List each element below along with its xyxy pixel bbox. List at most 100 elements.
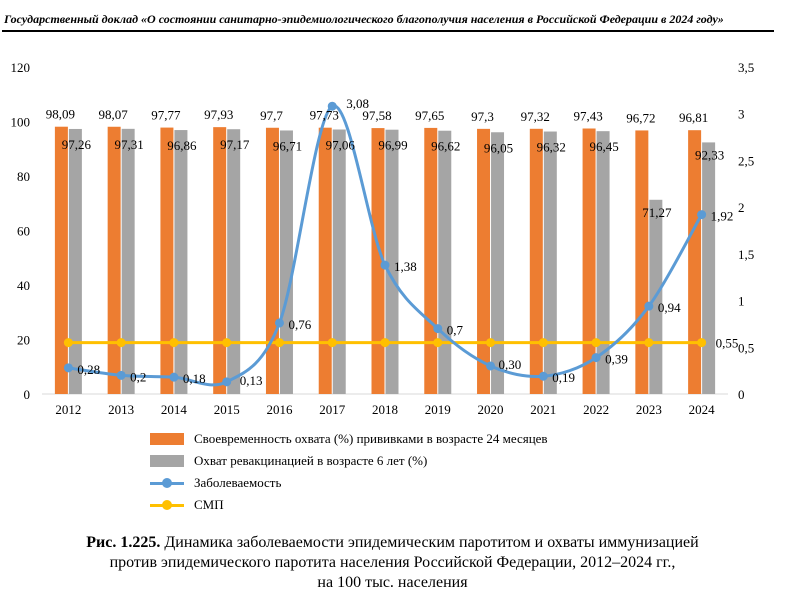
y-left-tick-label: 100 bbox=[11, 115, 31, 130]
legend-label-incidence: Заболеваемость bbox=[194, 475, 282, 490]
legend-item-smp: СМП bbox=[150, 494, 548, 516]
label-timeliness: 96,81 bbox=[679, 110, 708, 125]
label-timeliness: 97,93 bbox=[204, 107, 233, 122]
label-revaccination: 96,86 bbox=[167, 138, 197, 153]
smp-point bbox=[380, 338, 390, 348]
label-incidence: 3,08 bbox=[346, 96, 369, 111]
legend-swatch-blue-line bbox=[150, 477, 184, 489]
bar-revaccination bbox=[438, 130, 452, 394]
smp-point bbox=[697, 338, 707, 348]
legend-label-revaccination: Охват ревакцинацией в возрасте 6 лет (%) bbox=[194, 453, 428, 468]
bar-revaccination bbox=[385, 129, 399, 394]
incidence-point bbox=[644, 301, 654, 311]
bar-revaccination bbox=[491, 132, 505, 395]
smp-point bbox=[63, 338, 73, 348]
x-tick-label: 2019 bbox=[425, 402, 451, 417]
bar-timeliness bbox=[688, 130, 702, 394]
label-incidence: 1,92 bbox=[711, 209, 734, 224]
label-incidence: 0,76 bbox=[288, 317, 311, 332]
x-tick-label: 2014 bbox=[161, 402, 188, 417]
y-left-tick-label: 80 bbox=[17, 169, 30, 184]
label-smp: 0,55 bbox=[716, 336, 739, 351]
legend-swatch-orange bbox=[150, 433, 184, 445]
x-tick-label: 2012 bbox=[55, 402, 81, 417]
label-revaccination: 97,17 bbox=[220, 137, 250, 152]
x-tick-label: 2017 bbox=[319, 402, 346, 417]
legend-label-timeliness: Своевременность охвата (%) прививками в … bbox=[194, 431, 548, 446]
incidence-point bbox=[380, 260, 390, 270]
label-incidence: 0,18 bbox=[183, 371, 206, 386]
label-timeliness: 97,58 bbox=[362, 108, 391, 123]
incidence-point bbox=[433, 324, 443, 334]
bar-timeliness bbox=[265, 127, 279, 394]
label-timeliness: 97,43 bbox=[573, 109, 602, 124]
x-tick-label: 2015 bbox=[214, 402, 240, 417]
bar-timeliness bbox=[160, 127, 174, 394]
document-header: Государственный доклад «О состоянии сани… bbox=[4, 12, 724, 26]
label-revaccination: 71,27 bbox=[642, 205, 672, 220]
caption-label: Рис. 1.225. bbox=[86, 534, 161, 551]
x-tick-label: 2013 bbox=[108, 402, 134, 417]
chart-legend: Своевременность охвата (%) прививками в … bbox=[150, 428, 548, 516]
incidence-point bbox=[222, 377, 232, 387]
label-incidence: 0,7 bbox=[447, 323, 464, 338]
incidence-point bbox=[697, 210, 707, 220]
label-revaccination: 96,71 bbox=[273, 138, 302, 153]
bar-timeliness bbox=[529, 128, 543, 395]
label-timeliness: 97,77 bbox=[151, 108, 181, 123]
bar-timeliness bbox=[424, 127, 438, 394]
bar-timeliness bbox=[635, 130, 649, 395]
legend-label-smp: СМП bbox=[194, 497, 224, 512]
bar-timeliness bbox=[107, 126, 121, 394]
caption-line-2: против эпидемического паротита населения… bbox=[109, 554, 676, 571]
smp-point bbox=[116, 338, 126, 348]
bar-revaccination bbox=[121, 128, 135, 394]
y-right-tick-label: 3,5 bbox=[738, 60, 754, 75]
incidence-point bbox=[486, 361, 496, 371]
label-revaccination: 97,26 bbox=[62, 137, 92, 152]
label-revaccination: 97,31 bbox=[115, 137, 144, 152]
bar-revaccination bbox=[68, 128, 82, 395]
caption-line-1: Рис. 1.225. Динамика заболеваемости эпид… bbox=[0, 533, 785, 553]
bar-revaccination bbox=[174, 130, 188, 394]
legend-swatch-gray bbox=[150, 455, 184, 467]
figure-caption: Рис. 1.225. Динамика заболеваемости эпид… bbox=[0, 533, 785, 593]
label-revaccination: 96,99 bbox=[378, 138, 407, 153]
label-incidence: 0,2 bbox=[130, 369, 146, 384]
x-tick-label: 2016 bbox=[266, 402, 293, 417]
smp-point bbox=[591, 338, 601, 348]
y-right-tick-label: 1,5 bbox=[738, 247, 754, 262]
label-revaccination: 97,06 bbox=[326, 138, 356, 153]
incidence-point bbox=[169, 372, 179, 382]
incidence-point bbox=[274, 318, 284, 328]
label-incidence: 0,13 bbox=[240, 373, 263, 388]
label-timeliness: 97,3 bbox=[471, 109, 494, 124]
y-left-tick-label: 40 bbox=[17, 278, 30, 293]
label-timeliness: 97,73 bbox=[310, 108, 339, 123]
y-right-tick-label: 2 bbox=[738, 200, 745, 215]
header-rule bbox=[2, 30, 774, 32]
legend-item-revaccination: Охват ревакцинацией в возрасте 6 лет (%) bbox=[150, 450, 548, 472]
y-right-tick-label: 0,5 bbox=[738, 340, 754, 355]
bar-timeliness bbox=[371, 128, 385, 395]
label-incidence: 0,39 bbox=[605, 352, 628, 367]
x-tick-label: 2018 bbox=[372, 402, 398, 417]
bar-revaccination bbox=[543, 131, 557, 394]
y-left-tick-label: 120 bbox=[11, 60, 31, 75]
y-right-tick-label: 1 bbox=[738, 294, 745, 309]
bar-timeliness bbox=[477, 128, 491, 395]
smp-point bbox=[644, 338, 654, 348]
bar-timeliness bbox=[213, 127, 227, 394]
incidence-point bbox=[63, 363, 73, 373]
smp-point bbox=[538, 338, 548, 348]
caption-line-3: на 100 тыс. населения bbox=[317, 574, 468, 591]
bar-timeliness bbox=[54, 126, 68, 395]
label-incidence: 0,28 bbox=[77, 362, 100, 377]
bar-revaccination bbox=[227, 129, 241, 395]
x-tick-label: 2023 bbox=[636, 402, 662, 417]
x-tick-label: 2024 bbox=[689, 402, 716, 417]
smp-point bbox=[327, 338, 337, 348]
y-left-tick-label: 60 bbox=[17, 224, 30, 239]
bar-revaccination bbox=[596, 131, 610, 394]
y-left-tick-label: 20 bbox=[17, 333, 30, 348]
